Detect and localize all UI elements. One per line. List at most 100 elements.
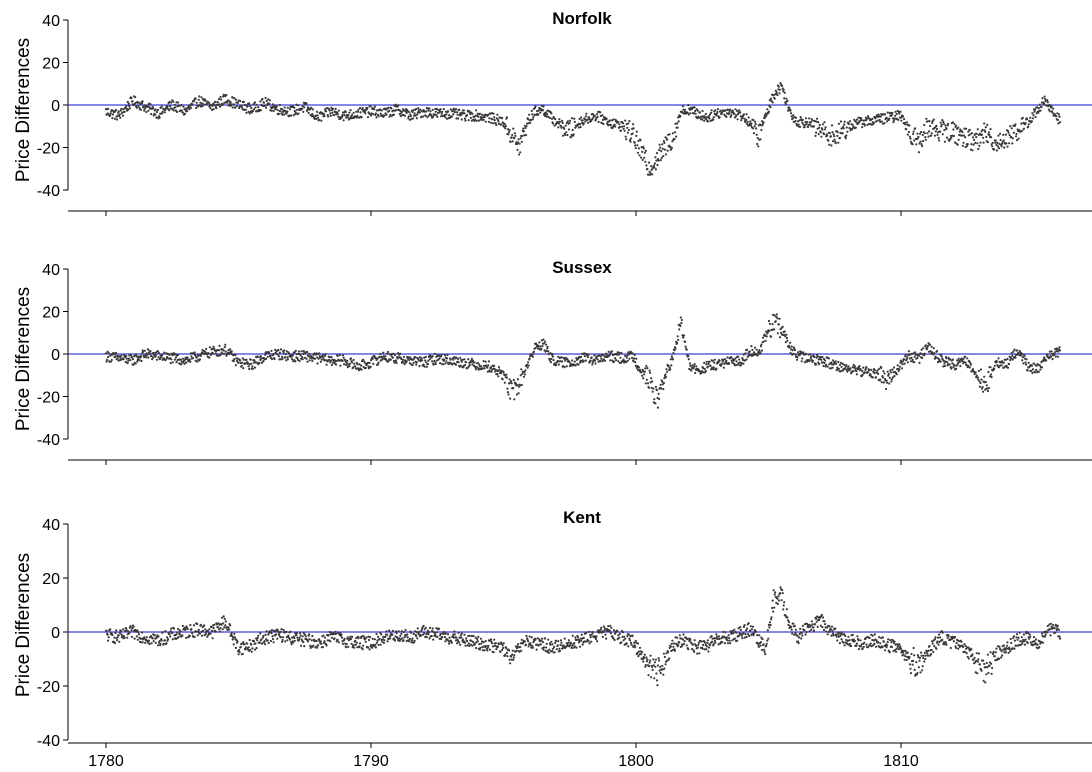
data-point bbox=[290, 114, 293, 117]
data-point bbox=[681, 105, 685, 108]
data-point bbox=[189, 106, 192, 110]
data-point bbox=[903, 362, 906, 365]
data-point bbox=[730, 356, 733, 359]
data-point bbox=[348, 117, 351, 120]
data-point bbox=[223, 617, 226, 621]
data-point bbox=[267, 641, 270, 645]
data-point bbox=[1023, 354, 1026, 357]
data-point bbox=[186, 110, 189, 113]
data-point bbox=[113, 641, 117, 645]
data-point bbox=[490, 370, 493, 373]
data-point bbox=[306, 108, 309, 111]
data-point bbox=[506, 387, 509, 390]
data-point bbox=[761, 336, 765, 339]
data-point bbox=[531, 113, 534, 116]
data-point bbox=[643, 156, 646, 159]
data-point bbox=[620, 351, 623, 355]
data-point bbox=[793, 633, 796, 637]
data-point bbox=[214, 630, 217, 633]
data-point bbox=[713, 637, 716, 640]
data-point bbox=[285, 350, 288, 353]
data-point bbox=[983, 375, 986, 378]
data-point bbox=[568, 122, 571, 125]
data-point bbox=[712, 116, 715, 119]
data-point bbox=[801, 624, 804, 628]
data-point bbox=[232, 360, 235, 363]
data-point bbox=[316, 356, 319, 359]
data-point bbox=[936, 357, 939, 360]
data-point bbox=[156, 108, 160, 112]
data-point bbox=[474, 118, 477, 121]
data-point bbox=[450, 115, 453, 118]
data-point bbox=[181, 357, 184, 360]
data-point bbox=[369, 105, 372, 108]
data-point bbox=[678, 328, 681, 331]
data-point bbox=[460, 632, 463, 635]
data-point bbox=[621, 635, 624, 639]
data-point bbox=[754, 346, 757, 349]
data-point bbox=[725, 359, 728, 362]
data-point bbox=[874, 120, 878, 123]
y-tick-label: -40 bbox=[37, 733, 60, 750]
data-point bbox=[980, 133, 984, 136]
data-point bbox=[271, 638, 275, 641]
data-point bbox=[792, 622, 795, 625]
data-point bbox=[794, 116, 798, 119]
data-point bbox=[486, 370, 489, 373]
data-point bbox=[1001, 142, 1004, 145]
data-point bbox=[489, 638, 493, 641]
data-point bbox=[364, 640, 367, 643]
data-point bbox=[347, 114, 350, 117]
panel-title: Norfolk bbox=[552, 9, 612, 28]
data-point bbox=[555, 648, 558, 651]
data-point bbox=[714, 109, 717, 112]
data-point bbox=[1021, 356, 1024, 359]
data-point bbox=[480, 642, 483, 645]
data-point bbox=[991, 141, 994, 144]
data-point bbox=[331, 111, 334, 114]
data-point bbox=[571, 117, 574, 120]
data-point bbox=[494, 642, 497, 645]
data-point bbox=[868, 122, 871, 125]
data-point bbox=[247, 362, 250, 365]
data-point bbox=[977, 369, 981, 372]
data-point bbox=[282, 109, 285, 112]
data-point bbox=[682, 642, 686, 646]
data-point bbox=[523, 640, 527, 643]
data-point bbox=[913, 355, 916, 358]
data-point bbox=[811, 359, 815, 362]
data-point bbox=[1022, 362, 1025, 365]
data-point bbox=[776, 317, 779, 320]
data-point bbox=[745, 113, 748, 116]
data-point bbox=[415, 635, 418, 638]
data-point bbox=[312, 114, 315, 118]
data-point bbox=[412, 361, 415, 364]
data-point bbox=[1058, 349, 1062, 352]
data-point bbox=[510, 136, 513, 139]
data-point bbox=[387, 350, 390, 354]
data-point bbox=[643, 151, 646, 154]
data-point bbox=[163, 351, 166, 354]
data-point bbox=[755, 127, 758, 130]
data-point bbox=[356, 646, 359, 649]
data-point bbox=[545, 111, 548, 114]
data-point bbox=[831, 131, 834, 134]
data-point bbox=[974, 371, 977, 374]
data-point bbox=[281, 357, 284, 360]
data-point bbox=[853, 365, 856, 368]
data-point bbox=[889, 369, 892, 372]
data-point bbox=[277, 355, 280, 358]
data-point bbox=[288, 638, 292, 641]
data-point bbox=[174, 353, 177, 356]
data-point bbox=[662, 652, 666, 655]
data-point bbox=[903, 358, 906, 361]
data-point bbox=[338, 354, 341, 357]
data-point bbox=[958, 130, 961, 133]
data-point bbox=[781, 588, 784, 592]
data-point bbox=[754, 123, 757, 126]
data-point bbox=[838, 363, 842, 366]
data-point bbox=[452, 358, 455, 361]
data-point bbox=[105, 629, 108, 632]
data-point bbox=[510, 380, 513, 383]
data-point bbox=[204, 628, 207, 631]
